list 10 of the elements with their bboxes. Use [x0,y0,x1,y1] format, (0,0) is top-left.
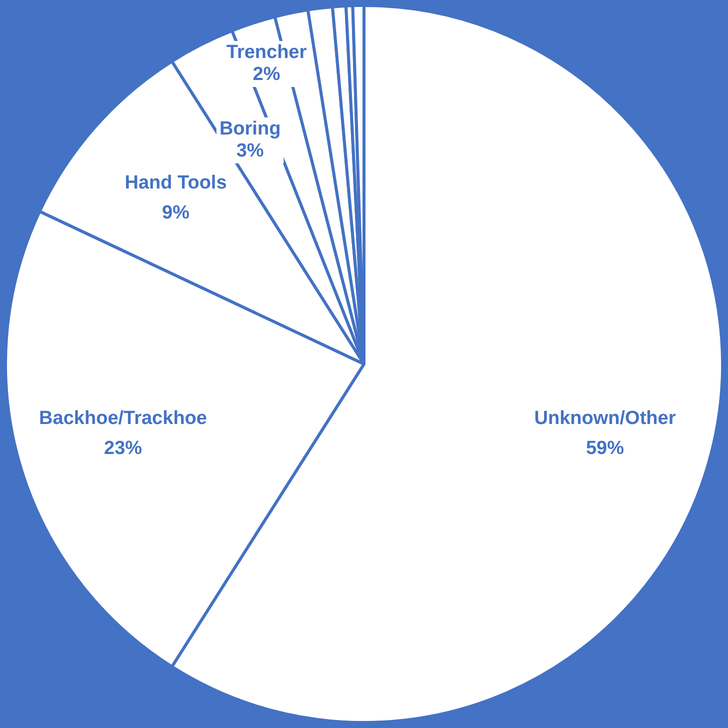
slice-label: Backhoe/Trackhoe [39,408,207,430]
data-label: 2% [252,64,280,86]
slice-label: Trencher [226,42,308,64]
data-label: 3% [236,140,264,162]
slice-label: Boring [219,118,281,140]
slice-label: Unknown/Other [534,408,676,430]
data-label: 59% [586,438,624,460]
data-label: 23% [104,438,142,460]
data-label: 9% [162,202,190,224]
slice-label: Hand Tools [124,172,227,194]
